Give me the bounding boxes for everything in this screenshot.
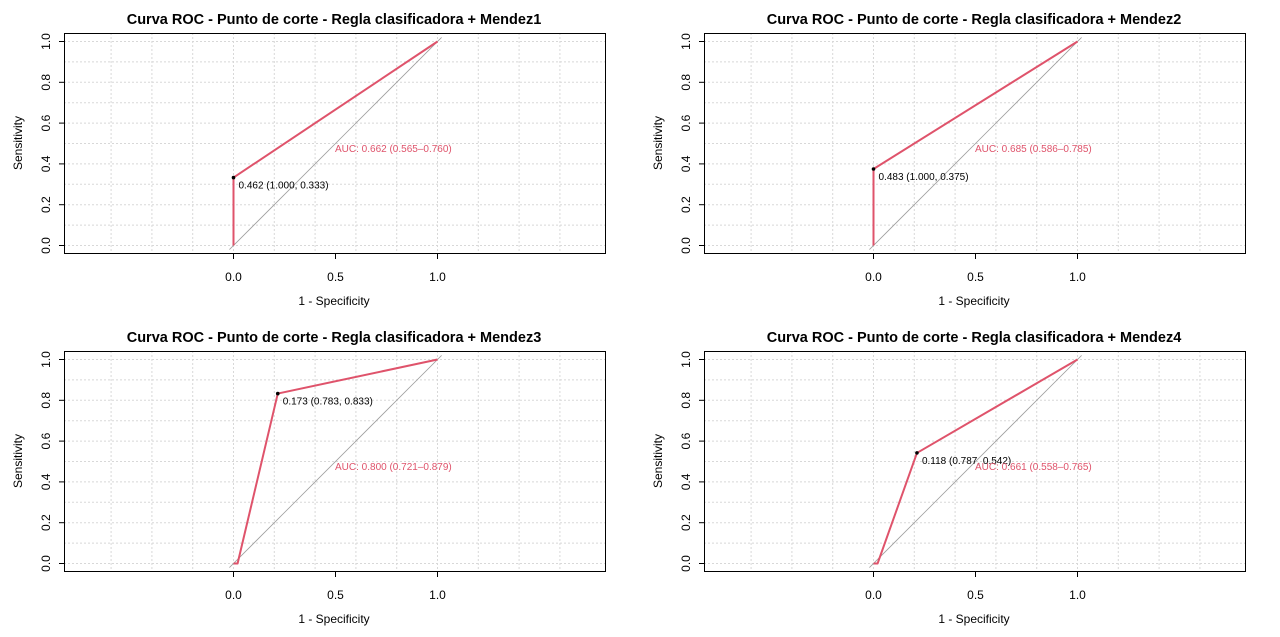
x-axis: 0.0 0.5 1.0 — [865, 253, 1086, 284]
x-axis-label: 1 - Specificity — [298, 294, 369, 308]
y-tick-label: 1.0 — [679, 33, 693, 50]
y-tick-label: 0.0 — [39, 237, 53, 254]
y-tick-label: 0.6 — [679, 432, 693, 449]
y-tick-label: 0.0 — [679, 555, 693, 572]
y-axis-label: Sensitivity — [651, 116, 665, 170]
x-tick-label: 1.0 — [1069, 588, 1086, 602]
diagonal-line — [229, 37, 442, 250]
roc-panel-1: Curva ROC - Punto de corte - Regla clasi… — [0, 0, 640, 318]
roc-curve — [233, 358, 438, 565]
x-tick-label: 1.0 — [429, 270, 446, 284]
roc-chart: Curva ROC - Punto de corte - Regla clasi… — [651, 12, 1246, 308]
y-tick-label: 1.0 — [679, 351, 693, 368]
x-axis-label: 1 - Specificity — [298, 612, 369, 626]
roc-panel-3: Curva ROC - Punto de corte - Regla clasi… — [0, 318, 640, 636]
grid — [704, 33, 1245, 253]
y-tick-label: 1.0 — [39, 351, 53, 368]
y-axis: 0.0 0.2 0.4 0.6 0.8 1.0 — [39, 33, 65, 254]
y-axis: 0.0 0.2 0.4 0.6 0.8 1.0 — [679, 351, 705, 572]
x-tick-label: 0.0 — [225, 270, 242, 284]
y-axis-label: Sensitivity — [11, 116, 25, 170]
x-axis-label: 1 - Specificity — [938, 612, 1009, 626]
diagonal-line — [229, 355, 442, 568]
x-axis-label: 1 - Specificity — [938, 294, 1009, 308]
chart-title: Curva ROC - Punto de corte - Regla clasi… — [127, 330, 542, 346]
y-tick-label: 0.6 — [39, 432, 53, 449]
y-tick-label: 0.0 — [39, 555, 53, 572]
y-tick-label: 0.8 — [679, 392, 693, 409]
diagonal-line — [869, 37, 1082, 250]
y-tick-label: 0.8 — [39, 392, 53, 409]
roc-chart: Curva ROC - Punto de corte - Regla clasi… — [651, 330, 1246, 626]
x-tick-label: 1.0 — [1069, 270, 1086, 284]
threshold-point — [231, 175, 236, 180]
auc-label: AUC: 0.661 (0.558–0.765) — [975, 462, 1092, 473]
x-tick-label: 0.5 — [967, 270, 984, 284]
y-tick-label: 1.0 — [39, 33, 53, 50]
threshold-label: 0.173 (0.783, 0.833) — [283, 397, 373, 408]
y-tick-label: 0.2 — [679, 514, 693, 531]
roc-panel-2: Curva ROC - Punto de corte - Regla clasi… — [640, 0, 1280, 318]
y-tick-label: 0.2 — [39, 196, 53, 213]
y-tick-label: 0.6 — [39, 114, 53, 131]
auc-label: AUC: 0.662 (0.565–0.760) — [335, 144, 452, 155]
y-tick-label: 0.4 — [679, 473, 693, 490]
roc-panel-4: Curva ROC - Punto de corte - Regla clasi… — [640, 318, 1280, 636]
x-axis: 0.0 0.5 1.0 — [225, 253, 446, 284]
threshold-point — [871, 167, 876, 171]
y-tick-label: 0.4 — [679, 155, 693, 172]
y-tick-label: 0.2 — [39, 514, 53, 531]
x-axis: 0.0 0.5 1.0 — [865, 571, 1086, 602]
x-tick-label: 0.0 — [865, 588, 882, 602]
x-tick-label: 0.5 — [327, 588, 344, 602]
x-tick-label: 0.0 — [225, 588, 242, 602]
chart-title: Curva ROC - Punto de corte - Regla clasi… — [767, 12, 1182, 28]
auc-label: AUC: 0.685 (0.586–0.785) — [975, 144, 1092, 155]
x-tick-label: 0.5 — [967, 588, 984, 602]
y-tick-label: 0.4 — [39, 473, 53, 490]
threshold-label: 0.118 (0.787, 0.542) — [922, 456, 1011, 467]
threshold-point — [915, 451, 919, 455]
roc-chart: Curva ROC - Punto de corte - Regla clasi… — [11, 330, 606, 626]
y-tick-label: 0.0 — [679, 237, 693, 254]
y-tick-label: 0.2 — [679, 196, 693, 213]
auc-label: AUC: 0.800 (0.721–0.879) — [335, 462, 452, 473]
grid — [64, 33, 605, 253]
y-axis: 0.0 0.2 0.4 0.6 0.8 1.0 — [39, 351, 65, 572]
threshold-label: 0.462 (1.000, 0.333) — [239, 181, 329, 192]
roc-chart: Curva ROC - Punto de corte - Regla clasi… — [11, 12, 606, 308]
roc-curve — [873, 358, 1079, 565]
diagonal-line — [869, 355, 1082, 568]
y-axis: 0.0 0.2 0.4 0.6 0.8 1.0 — [679, 33, 705, 254]
y-axis-label: Sensitivity — [11, 434, 25, 488]
x-axis: 0.0 0.5 1.0 — [225, 571, 446, 602]
y-axis-label: Sensitivity — [651, 434, 665, 488]
chart-title: Curva ROC - Punto de corte - Regla clasi… — [767, 330, 1182, 346]
chart-title: Curva ROC - Punto de corte - Regla clasi… — [127, 12, 542, 28]
y-tick-label: 0.8 — [679, 74, 693, 91]
threshold-label: 0.483 (1.000, 0.375) — [879, 172, 969, 183]
threshold-point — [275, 391, 280, 396]
grid — [64, 351, 605, 571]
y-tick-label: 0.4 — [39, 155, 53, 172]
x-tick-label: 0.5 — [327, 270, 344, 284]
y-tick-label: 0.8 — [39, 74, 53, 91]
x-tick-label: 0.0 — [865, 270, 882, 284]
x-tick-label: 1.0 — [429, 588, 446, 602]
y-tick-label: 0.6 — [679, 114, 693, 131]
